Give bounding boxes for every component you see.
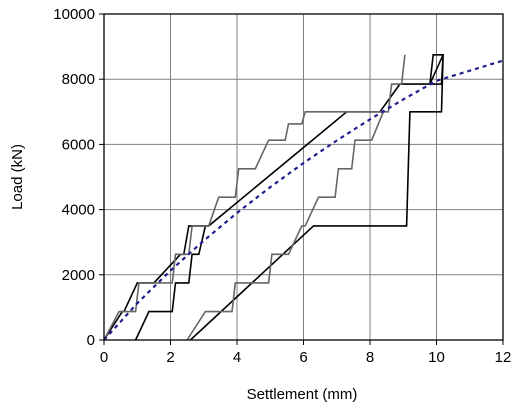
x-tick-label: 6 — [299, 349, 307, 366]
tick-label-layer: 0 2 4 6 8 10 12 0 2000 4000 6000 8000 10000 — [53, 6, 511, 366]
x-tick-label: 8 — [366, 349, 374, 366]
measured-curve-line-2 — [134, 225, 207, 341]
x-tick-label: 2 — [166, 349, 174, 366]
measured-curve-line-4 — [186, 111, 385, 341]
y-tick-label: 2000 — [62, 267, 95, 284]
measured-curve-line-1 — [103, 53, 444, 341]
x-axis-title: Settlement (mm) — [247, 386, 358, 403]
x-tick-label: 12 — [495, 349, 512, 366]
measured-curve-line-3 — [103, 54, 406, 341]
y-tick-label: 10000 — [53, 6, 95, 23]
y-tick-label: 4000 — [62, 202, 95, 219]
predicted-curve-line — [103, 59, 504, 341]
series-layer — [103, 53, 504, 341]
y-tick-label: 6000 — [62, 136, 95, 153]
y-tick-label: 8000 — [62, 71, 95, 88]
y-tick-label: 0 — [87, 332, 95, 349]
x-tick-label: 0 — [100, 349, 108, 366]
x-tick-label: 10 — [428, 349, 445, 366]
y-axis-title: Load (kN) — [9, 144, 26, 210]
axis-layer — [99, 13, 504, 345]
x-tick-label: 4 — [233, 349, 241, 366]
grid-layer — [104, 14, 503, 340]
plot-frame — [103, 13, 504, 341]
